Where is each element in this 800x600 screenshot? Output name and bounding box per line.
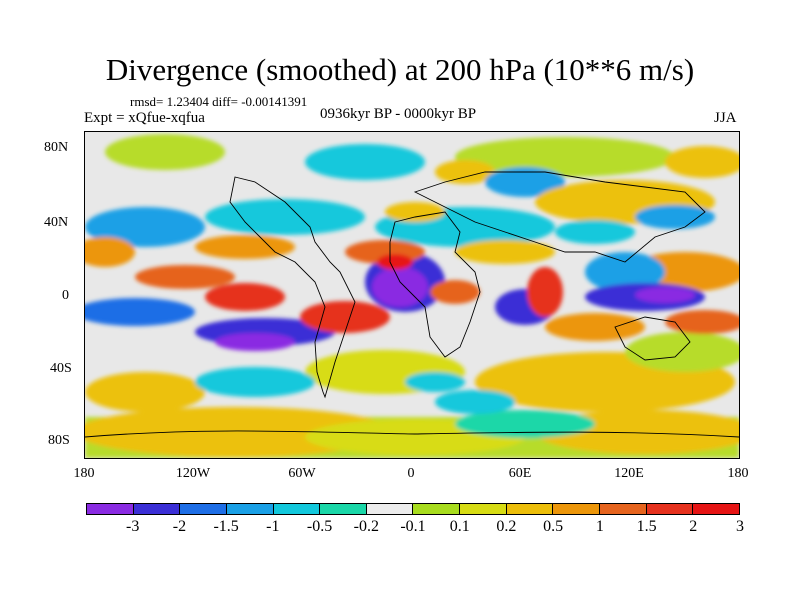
colorbar-swatch: [693, 504, 739, 514]
x-tick-label: 60W: [288, 466, 316, 481]
colorbar-swatch: [133, 504, 181, 514]
colorbar-label: -0.5: [306, 518, 333, 535]
divergence-map: [84, 131, 740, 459]
colorbar-swatch: [320, 504, 367, 514]
season-label: JJA: [714, 110, 737, 126]
colorbar-swatch: [553, 504, 601, 514]
colorbar-label: -0.1: [400, 518, 426, 535]
colorbar-label: -1.5: [213, 518, 239, 535]
colorbar-label: 0.5: [543, 518, 564, 535]
colorbar-swatch: [273, 504, 321, 514]
chart-title: Divergence (smoothed) at 200 hPa (10**6 …: [105, 52, 695, 87]
colorbar-label: 3: [736, 518, 744, 535]
colorbar-swatch: [460, 504, 507, 514]
map-field: [85, 132, 739, 458]
colorbar-swatch: [87, 504, 134, 514]
colorbar-label: -1: [266, 518, 280, 535]
x-tick-label: 180: [73, 466, 95, 481]
colorbar-label: 1: [595, 518, 604, 535]
y-tick-label: 0: [62, 288, 69, 303]
colorbar-label: 2: [689, 518, 698, 535]
coastlines: [85, 171, 739, 438]
colorbar-swatch: [506, 504, 554, 514]
colorbar: [86, 503, 740, 515]
y-tick-label: 80S: [48, 433, 70, 448]
colorbar-swatch: [366, 504, 414, 514]
x-tick-label: 120W: [175, 466, 211, 481]
x-tick-label: 0: [407, 466, 415, 481]
period-label: 0936kyr BP - 0000kyr BP: [320, 106, 477, 122]
colorbar-swatch: [646, 504, 694, 514]
colorbar-swatch: [413, 504, 461, 514]
colorbar-swatch: [180, 504, 227, 514]
colorbar-label: 0.1: [449, 518, 470, 535]
y-tick-label: 40N: [44, 215, 69, 230]
colorbar-label: -0.2: [353, 518, 379, 535]
colorbar-swatch: [600, 504, 647, 514]
colorbar-swatch: [226, 504, 274, 514]
x-tick-label: 60E: [508, 466, 532, 481]
colorbar-label: 0.2: [496, 518, 517, 535]
experiment-label: Expt = xQfue-xqfua: [84, 110, 205, 126]
x-tick-label: 180: [727, 466, 749, 481]
stats-label: rmsd= 1.23404 diff= -0.00141391: [130, 94, 308, 109]
y-tick-label: 80N: [44, 140, 69, 155]
field-blobs: [85, 134, 739, 458]
colorbar-label: -2: [172, 518, 187, 535]
colorbar-label: 1.5: [636, 518, 657, 535]
x-tick-label: 120E: [614, 466, 644, 481]
colorbar-label: -3: [126, 518, 140, 535]
y-tick-label: 40S: [50, 361, 72, 376]
